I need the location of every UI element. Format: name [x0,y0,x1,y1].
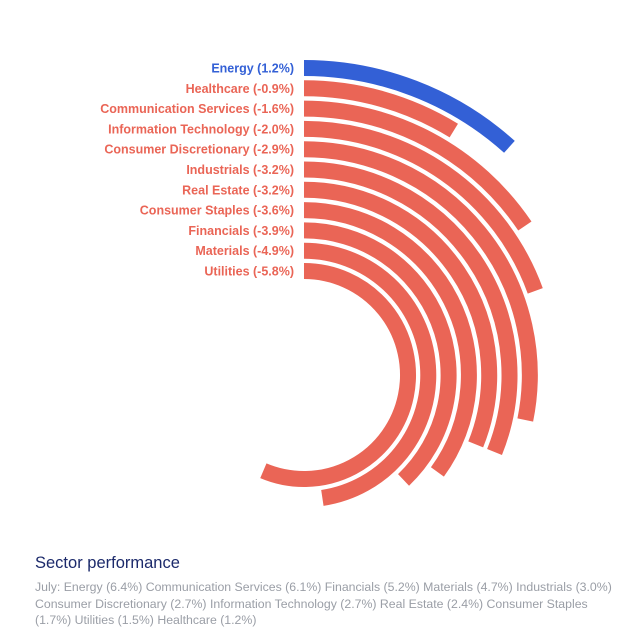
bar-energy [303,60,515,153]
label-materials: Materials (-4.9%) [195,244,294,258]
label-real-estate: Real Estate (-3.2%) [182,183,294,197]
bar-industrials [303,161,518,455]
sector-radial-bar-chart: Energy (1.2%) Healthcare (-0.9%) Communica… [100,60,543,506]
bar-consumer-staples [303,202,477,477]
caption-title: Sector performance [35,554,180,572]
label-information-technology: Information Technology (-2.0%) [108,122,294,136]
bar-consumer-discretionary [303,141,538,422]
bar-healthcare [303,80,458,138]
bar-financials [303,222,457,486]
label-utilities: Utilities (-5.8%) [204,265,294,279]
bar-communication-services [303,100,532,231]
label-industrials: Industrials (-3.2%) [186,163,294,177]
label-communication-services: Communication Services (-1.6%) [100,102,294,116]
label-consumer-discretionary: Consumer Discretionary (-2.9%) [104,143,294,157]
label-healthcare: Healthcare (-0.9%) [186,82,294,96]
chart-caption: Sector performance July: Energy (6.4%) C… [35,553,615,629]
label-consumer-staples: Consumer Staples (-3.6%) [140,204,294,218]
bar-utilities [260,263,416,487]
label-financials: Financials (-3.9%) [188,224,294,238]
bar-materials [303,242,437,506]
chart-labels: Energy (1.2%) Healthcare (-0.9%) Communica… [100,62,294,279]
bar-information-technology [303,120,543,294]
label-energy: Energy (1.2%) [211,62,294,76]
chart-bars [260,60,543,506]
bar-real-estate [303,181,498,448]
caption-subtitle: July: Energy (6.4%) Communication Servic… [35,580,612,627]
